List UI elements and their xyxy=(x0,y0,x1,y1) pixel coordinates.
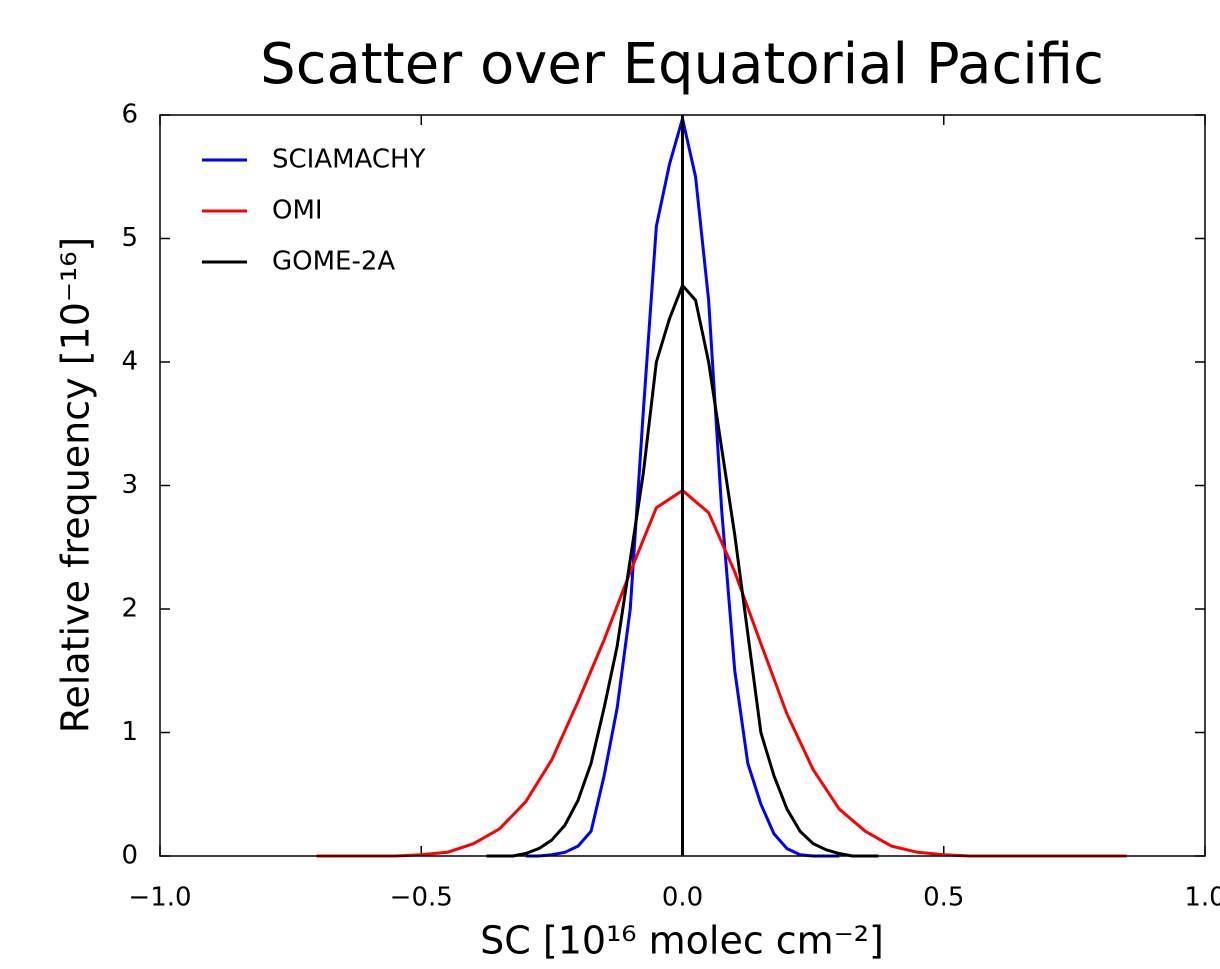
y-axis-label: Relative frequency [10⁻¹⁶] xyxy=(54,237,98,734)
plot-frame xyxy=(159,114,1206,857)
y-tick-label: 6 xyxy=(121,100,138,130)
y-tick-label: 1 xyxy=(121,717,138,747)
chart-title: Scatter over Equatorial Pacific xyxy=(260,32,1104,97)
x-tick-label: −0.5 xyxy=(390,883,453,913)
y-tick-label: 0 xyxy=(121,841,138,871)
y-tick-label: 5 xyxy=(121,223,138,253)
x-tick-label: −1.0 xyxy=(128,883,191,913)
x-tick-label: 0.0 xyxy=(662,883,703,913)
x-axis-label: SC [10¹⁶ molec cm⁻²] xyxy=(480,919,884,963)
legend-label: SCIAMACHY xyxy=(272,145,426,175)
legend-label: GOME-2A xyxy=(272,247,395,277)
legend-label: OMI xyxy=(272,196,323,226)
x-tick-label: 0.5 xyxy=(923,883,964,913)
y-tick-label: 3 xyxy=(121,470,138,500)
y-tick-label: 2 xyxy=(121,594,138,624)
x-tick-label: 1.0 xyxy=(1184,883,1220,913)
data-line xyxy=(316,488,1127,858)
y-tick-label: 4 xyxy=(121,347,138,377)
